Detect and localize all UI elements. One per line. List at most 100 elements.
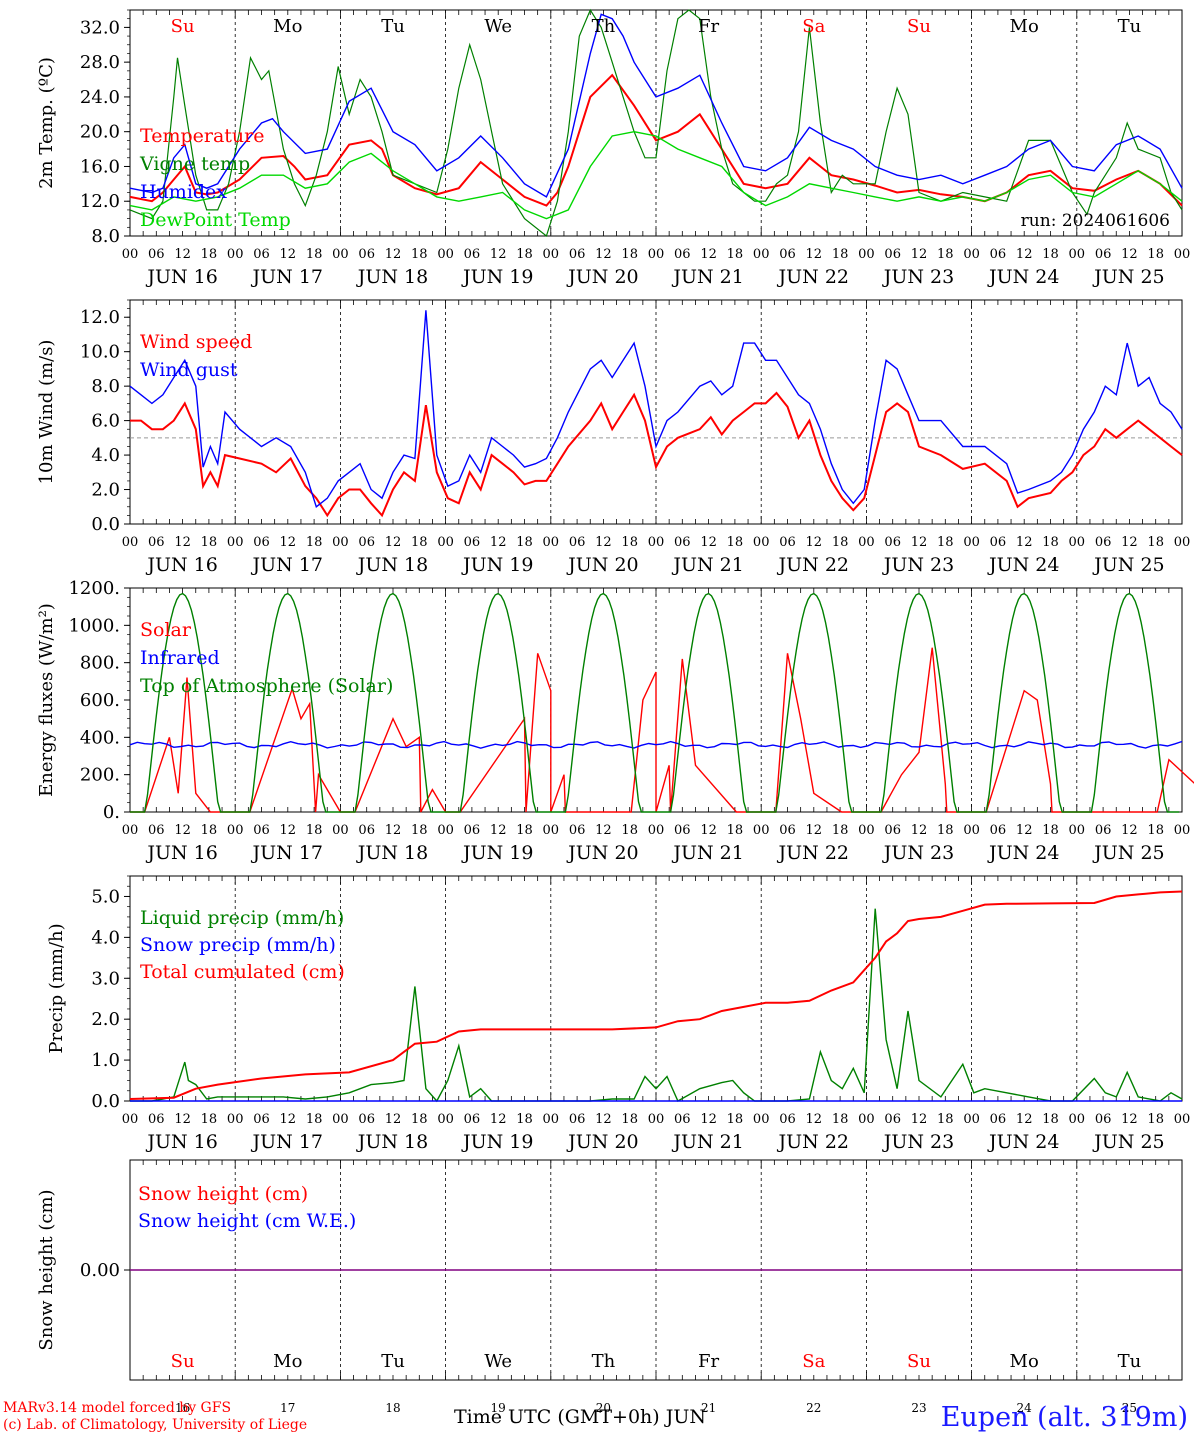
- hour-tick-label: 00: [437, 823, 454, 838]
- day-label: JUN 20: [566, 1131, 638, 1153]
- hour-tick-label: 06: [148, 535, 165, 550]
- hour-tick-label: 18: [832, 247, 849, 262]
- weekday-label: Su: [171, 16, 195, 37]
- day-label: JUN 16: [145, 842, 217, 864]
- hour-tick-label: 18: [201, 247, 218, 262]
- weekday-label: Tu: [381, 1351, 405, 1372]
- day-label: JUN 19: [461, 842, 533, 864]
- hour-tick-label: 00: [858, 1112, 875, 1127]
- series-wind-gust: [129, 310, 1183, 508]
- weekday-label: Th: [592, 1351, 616, 1372]
- hour-tick-label: 18: [411, 823, 428, 838]
- hour-tick-label: 00: [543, 247, 560, 262]
- hour-tick-label: 12: [595, 1112, 612, 1127]
- y-tick-label: 4.0: [91, 927, 120, 948]
- hour-tick-label: 06: [779, 823, 796, 838]
- hour-tick-label: 18: [516, 823, 533, 838]
- hour-tick-label: 06: [148, 1112, 165, 1127]
- y-tick-label: 2.0: [91, 480, 120, 501]
- hour-tick-label: 18: [1147, 247, 1164, 262]
- y-tick-label: 800.: [80, 653, 120, 674]
- weekday-label: Sa: [802, 16, 825, 37]
- y-tick-label: 10.0: [80, 342, 120, 363]
- hour-tick-label: 12: [490, 1112, 507, 1127]
- hour-tick-label: 06: [464, 535, 481, 550]
- hour-tick-label: 12: [700, 247, 717, 262]
- day-label: JUN 25: [1092, 266, 1164, 288]
- day-label: JUN 22: [777, 1131, 849, 1153]
- hour-tick-label: 00: [648, 823, 665, 838]
- weekday-label: Tu: [1118, 1351, 1142, 1372]
- day-label: JUN 23: [882, 554, 954, 576]
- series-dewpoint-temp: [129, 130, 1183, 220]
- hour-tick-label: 06: [990, 535, 1007, 550]
- hour-tick-label: 12: [911, 535, 928, 550]
- weekday-label: Su: [907, 16, 931, 37]
- hour-tick-label: 00: [332, 1112, 349, 1127]
- hour-tick-label: 18: [727, 535, 744, 550]
- day-label: JUN 18: [356, 554, 428, 576]
- hour-tick-label: 06: [1095, 1112, 1112, 1127]
- hour-tick-label: 00: [648, 247, 665, 262]
- hour-tick-label: 06: [674, 823, 691, 838]
- hour-tick-label: 06: [253, 247, 270, 262]
- series-top-of-atmosphere-solar-: [130, 592, 1180, 813]
- hour-tick-label: 00: [753, 823, 770, 838]
- hour-tick-label: 06: [358, 247, 375, 262]
- weekday-label: Mo: [273, 1351, 302, 1372]
- hour-tick-label: 06: [464, 247, 481, 262]
- hour-tick-label: 18: [621, 823, 638, 838]
- panel-4: 0.0 1.0 2.0 3.0 4.0 5.0 Precip (mm/h) Liquid pr…: [46, 875, 1190, 1153]
- hour-tick-label: 06: [464, 823, 481, 838]
- legend-entry: Wind speed: [140, 331, 252, 353]
- hour-tick-label: 00: [753, 247, 770, 262]
- hour-tick-label: 00: [1174, 823, 1191, 838]
- legend-entry: Top of Atmosphere (Solar): [140, 675, 393, 697]
- weekday-label: Mo: [273, 16, 302, 37]
- day-label: JUN 16: [145, 554, 217, 576]
- hour-tick-label: 12: [595, 535, 612, 550]
- legend-entry: Liquid precip (mm/h): [140, 907, 344, 929]
- legend-entry: Total cumulated (cm): [140, 961, 345, 983]
- legend-entry: Wind gust: [140, 359, 238, 381]
- hour-tick-label: 18: [201, 823, 218, 838]
- y-tick-label: 12.0: [80, 191, 120, 212]
- legend-entry: Vigne temp: [139, 153, 250, 175]
- day-label: JUN 18: [356, 1131, 428, 1153]
- hour-tick-label: 00: [332, 247, 349, 262]
- y-tick-label: 8.0: [91, 376, 120, 397]
- y-tick-label: 32.0: [80, 17, 120, 38]
- day-label: JUN 24: [987, 1131, 1059, 1153]
- hour-tick-label: 06: [464, 1112, 481, 1127]
- hour-tick-label: 12: [174, 1112, 191, 1127]
- hour-tick-label: 06: [1095, 247, 1112, 262]
- hour-tick-label: 06: [884, 247, 901, 262]
- hour-tick-label: 00: [648, 535, 665, 550]
- legend-entry: Infrared: [140, 647, 220, 669]
- y-tick-label: 28.0: [80, 52, 120, 73]
- hour-tick-label: 12: [595, 823, 612, 838]
- hour-tick-label: 18: [832, 1112, 849, 1127]
- series-vigne-temp: [129, 8, 1183, 238]
- hour-tick-label: 12: [1016, 535, 1033, 550]
- hour-tick-label: 12: [806, 823, 823, 838]
- hour-tick-label: 18: [1042, 535, 1059, 550]
- hour-tick-label: 00: [227, 535, 244, 550]
- hour-tick-label: 12: [1121, 535, 1138, 550]
- hour-tick-label: 18: [1042, 1112, 1059, 1127]
- series-total-cumulated-cm-: [129, 890, 1183, 1100]
- hour-tick-label: 00: [1069, 535, 1086, 550]
- y-tick-label: 400.: [80, 727, 120, 748]
- weekday-label: Tu: [1118, 16, 1142, 37]
- hour-tick-label: 12: [280, 247, 297, 262]
- day-label: JUN 20: [566, 842, 638, 864]
- hour-tick-label: 00: [1174, 247, 1191, 262]
- day-number: 23: [911, 1401, 926, 1415]
- panel-2: 0.0 2.0 4.0 6.0 8.0 10.0 12.0 10m Wind (m/s) Win…: [36, 299, 1190, 576]
- weekday-label: Su: [171, 1351, 195, 1372]
- day-label: JUN 20: [566, 266, 638, 288]
- series-humidex: [129, 13, 1183, 198]
- hour-tick-label: 06: [569, 823, 586, 838]
- hour-tick-label: 12: [280, 823, 297, 838]
- y-tick-label: 0.: [103, 802, 120, 823]
